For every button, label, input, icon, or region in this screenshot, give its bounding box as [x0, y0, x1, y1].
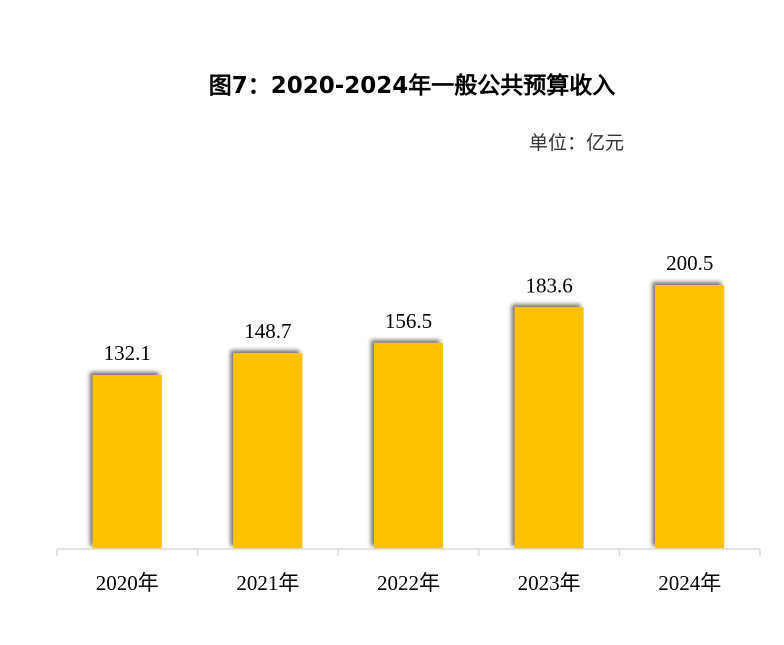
- bar-2021年: [233, 353, 303, 549]
- data-label-2024年: 200.5: [666, 251, 713, 275]
- x-tick-label-2024年: 2024年: [658, 571, 721, 595]
- bars-layer: [92, 285, 725, 549]
- x-tick-label-2021年: 2021年: [236, 571, 299, 595]
- bar-2024年: [655, 285, 725, 549]
- data-label-2020年: 132.1: [104, 341, 151, 365]
- chart-unit-label: 单位：亿元: [528, 132, 624, 154]
- data-label-2022年: 156.5: [385, 309, 432, 333]
- x-tick-labels: 2020年 2021年 2022年 2023年 2024年: [96, 571, 721, 595]
- x-tick-label-2022年: 2022年: [377, 571, 440, 595]
- chart-title: 图7：2020-2024年一般公共预算收入: [208, 73, 616, 99]
- x-axis: [56, 548, 761, 556]
- bar-2020年: [92, 375, 162, 549]
- data-label-2023年: 183.6: [525, 273, 572, 297]
- x-tick-label-2020年: 2020年: [96, 571, 159, 595]
- data-label-2021年: 148.7: [244, 319, 291, 343]
- data-labels: 132.1 148.7 156.5 183.6 200.5: [104, 251, 714, 365]
- bar-2022年: [374, 342, 443, 549]
- bar-2023年: [514, 307, 584, 549]
- x-tick-label-2023年: 2023年: [518, 571, 581, 595]
